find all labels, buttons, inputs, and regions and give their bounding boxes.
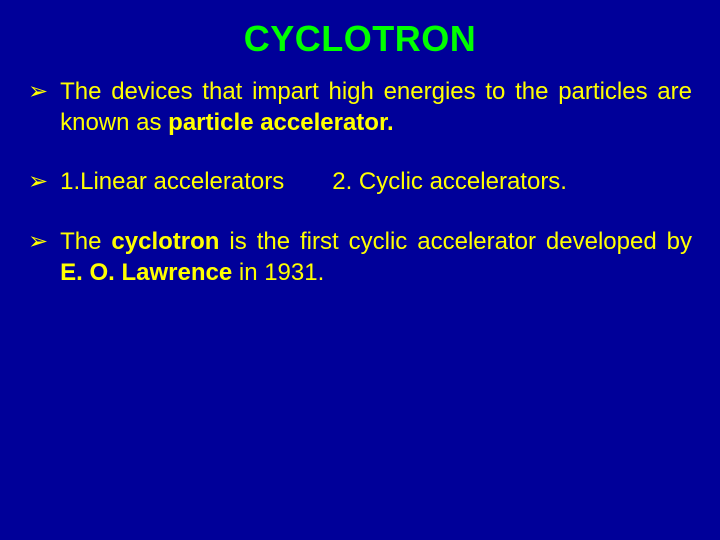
bullet-item-1: ➢ The devices that impart high energies … bbox=[28, 76, 692, 138]
bullet-text: The cyclotron is the first cyclic accele… bbox=[60, 226, 692, 288]
bullet-text: The devices that impart high energies to… bbox=[60, 76, 692, 138]
bullet3-s2: cyclotron bbox=[111, 228, 219, 255]
bullet3-s1: The bbox=[60, 228, 111, 255]
bullet3-s3: is the first cyclic accelerator develope… bbox=[219, 228, 692, 255]
bullet-item-3: ➢ The cyclotron is the first cyclic acce… bbox=[28, 226, 692, 288]
bullet2-right: 2. Cyclic accelerators. bbox=[332, 166, 567, 197]
bullet-marker-icon: ➢ bbox=[28, 76, 48, 107]
bullet2-left: 1.Linear accelerators bbox=[60, 166, 284, 197]
bullet-marker-icon: ➢ bbox=[28, 226, 48, 257]
slide-title: CYCLOTRON bbox=[28, 18, 692, 60]
bullet1-bold: particle accelerator. bbox=[168, 109, 393, 136]
bullet-item-2: ➢ 1.Linear accelerators 2. Cyclic accele… bbox=[28, 166, 692, 197]
bullet-text: 1.Linear accelerators 2. Cyclic accelera… bbox=[60, 166, 692, 197]
bullet-marker-icon: ➢ bbox=[28, 166, 48, 197]
bullet3-s4: E. O. Lawrence bbox=[60, 259, 232, 286]
bullet3-s5: in 1931. bbox=[232, 259, 324, 286]
